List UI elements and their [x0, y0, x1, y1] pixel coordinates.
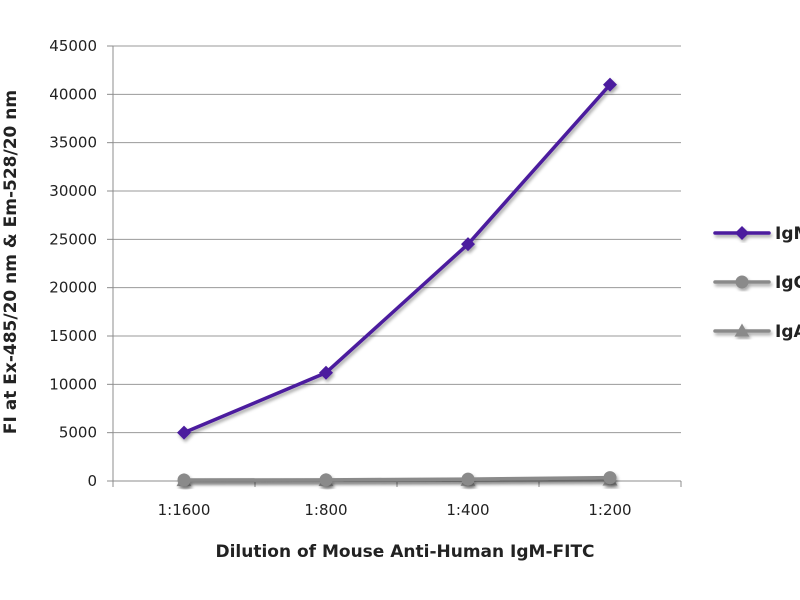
- gridlines: [113, 45, 681, 434]
- y-tick-label: 5000: [59, 424, 97, 442]
- data-point: [177, 473, 191, 487]
- x-axis-title: Dilution of Mouse Anti-Human IgM-FITC: [215, 542, 594, 562]
- data-point: [177, 425, 191, 440]
- legend-marker: [735, 275, 749, 289]
- legend-marker: [734, 323, 750, 337]
- tick-labels: 0 5000 10000 15000 20000 25000 30000 35000 40000…: [49, 37, 631, 519]
- legend-item-iga: [713, 323, 771, 337]
- x-tick-label: 1:200: [588, 501, 631, 519]
- data-point: [461, 237, 475, 252]
- y-tick-label: 25000: [49, 230, 97, 248]
- axes: [107, 45, 682, 487]
- data-point: [603, 471, 617, 485]
- y-tick-label: 35000: [49, 134, 97, 152]
- y-tick-label: 10000: [49, 375, 97, 393]
- y-axis-title: FI at Ex-485/20 nm & Em-528/20 nm: [1, 90, 21, 434]
- y-tick-label: 45000: [49, 37, 97, 55]
- series-line: [182, 82, 612, 435]
- legend-item-igg: [713, 275, 771, 289]
- data-point: [603, 77, 617, 92]
- y-tick-label: 20000: [49, 279, 97, 297]
- y-tick-label: 15000: [49, 327, 97, 345]
- x-tick-label: 1:400: [446, 501, 489, 519]
- series-line: [182, 475, 612, 482]
- data-point: [461, 472, 475, 486]
- y-tick-label: 0: [87, 472, 97, 490]
- series-layer: [176, 77, 618, 487]
- legend-marker: [735, 226, 749, 240]
- x-tick-label: 1:1600: [158, 501, 211, 519]
- legend-item-igm: [713, 226, 771, 240]
- y-tick-label: 30000: [49, 182, 97, 200]
- y-tick-label: 40000: [49, 85, 97, 103]
- series-igm: [177, 77, 617, 440]
- legend-label: IgA: [775, 322, 800, 342]
- legend-label: IgG: [775, 273, 800, 293]
- legend-label: IgM: [775, 224, 800, 244]
- legend: IgM IgG IgA: [713, 224, 800, 342]
- data-point: [319, 365, 333, 380]
- data-point: [319, 473, 333, 487]
- x-tick-label: 1:800: [304, 501, 347, 519]
- series-igg: [177, 471, 617, 487]
